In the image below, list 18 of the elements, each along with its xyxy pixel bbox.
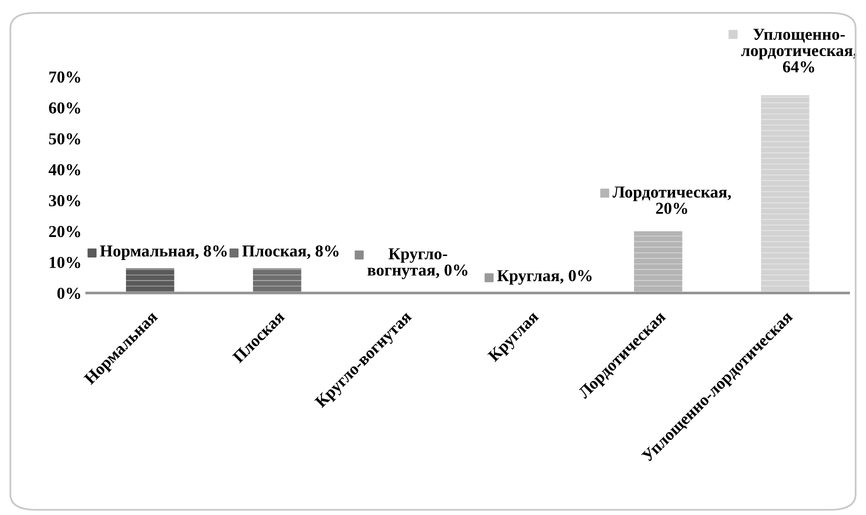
data-label: Круглая, 0% <box>497 270 592 285</box>
y-tick-label: 10% <box>50 256 80 268</box>
y-tick-label: 50% <box>49 133 80 145</box>
y-tick-label: 20% <box>49 226 80 238</box>
data-label: Плоская, 8% <box>242 245 338 260</box>
data-label: Лордотическая, 20% <box>612 186 731 214</box>
y-tick-label: 60% <box>48 102 80 114</box>
y-tick-label: 40% <box>48 164 80 176</box>
bar <box>761 95 810 294</box>
y-tick-label: 70% <box>49 71 80 83</box>
y-tick-label: 30% <box>49 195 80 206</box>
data-label: Кругло- вогнутая, 0% <box>368 248 468 280</box>
bar <box>634 231 682 294</box>
bar <box>126 268 174 294</box>
y-tick-label: 0% <box>57 288 80 300</box>
data-label: Уплощенно- лордотическая, 64% <box>741 28 857 72</box>
bar <box>252 268 302 294</box>
data-label: Нормальная, 8% <box>100 245 227 260</box>
